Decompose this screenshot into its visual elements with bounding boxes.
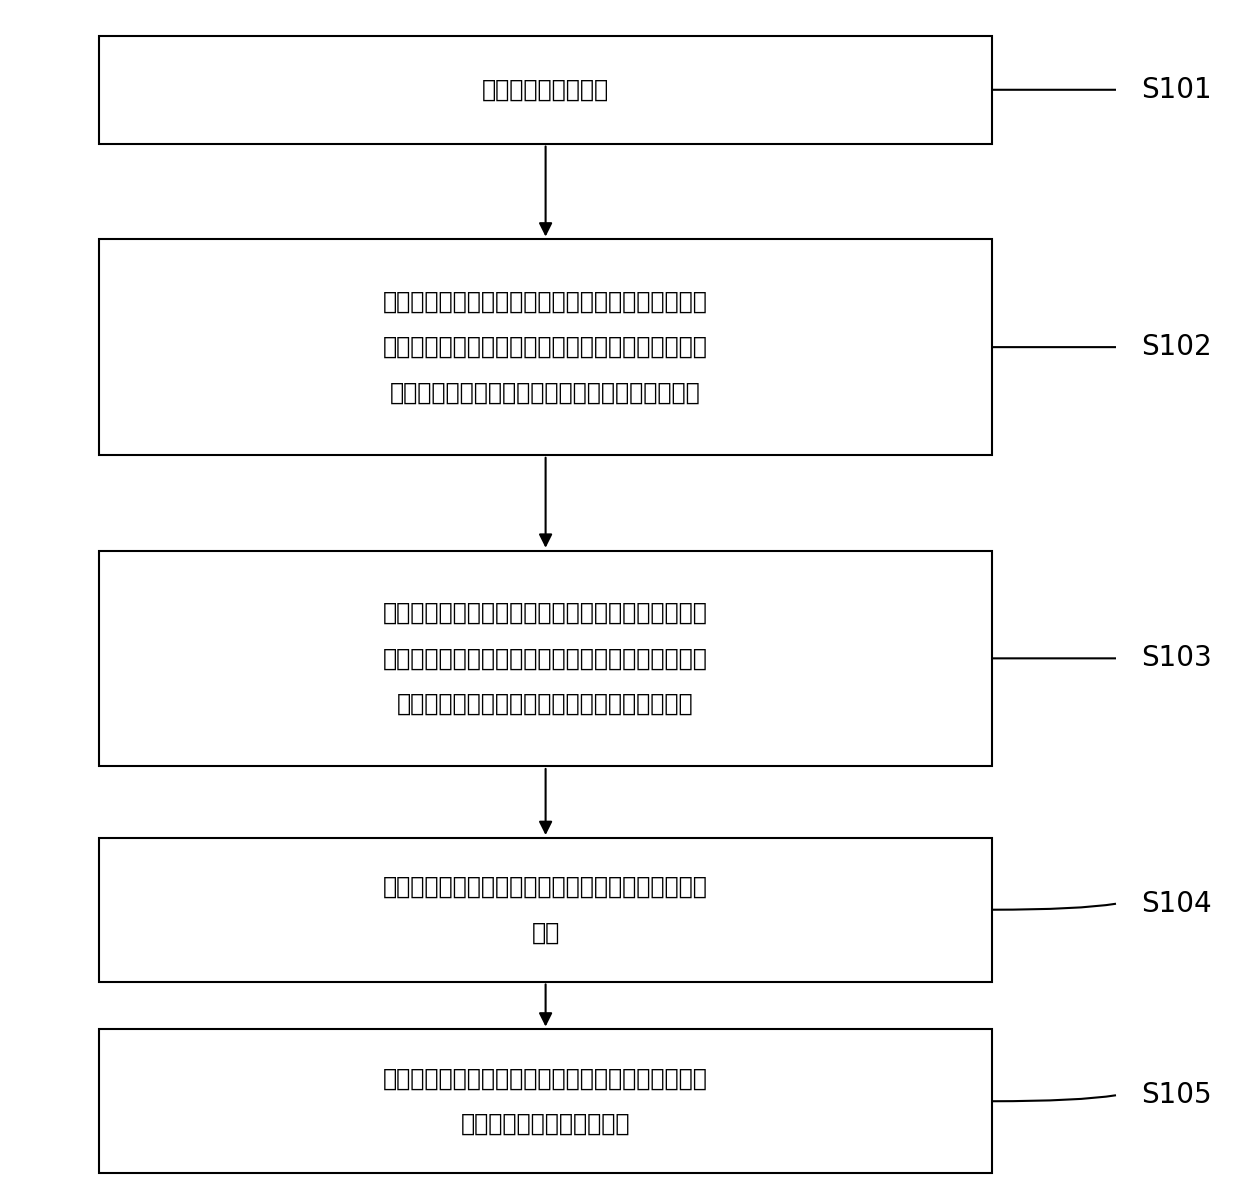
Text: 对所述振动波形字典进行包络解调处理，得到包络解: 对所述振动波形字典进行包络解调处理，得到包络解 xyxy=(383,875,708,899)
Text: 采集轴承的振动信号: 采集轴承的振动信号 xyxy=(482,78,609,102)
Text: 的信号段，每个信号段包含至少一个冲击衰减信号: 的信号段，每个信号段包含至少一个冲击衰减信号 xyxy=(391,381,701,405)
Text: 调谱: 调谱 xyxy=(532,920,559,944)
Text: 相关字典学习，得到振动波形字典，所述振动波形字: 相关字典学习，得到振动波形字典，所述振动波形字 xyxy=(383,646,708,670)
Text: S104: S104 xyxy=(1141,889,1211,918)
Text: S105: S105 xyxy=(1141,1081,1211,1110)
Text: 根据所述包络解调谱中显示的轴承故障特征频率，确: 根据所述包络解调谱中显示的轴承故障特征频率，确 xyxy=(383,1067,708,1090)
FancyBboxPatch shape xyxy=(99,36,992,144)
FancyBboxPatch shape xyxy=(99,551,992,766)
Text: S103: S103 xyxy=(1141,644,1211,673)
FancyBboxPatch shape xyxy=(99,838,992,982)
Text: 本集合；其中，所述字典学习样本集合包括划分得到: 本集合；其中，所述字典学习样本集合包括划分得到 xyxy=(383,335,708,359)
Text: 典由经过所述非相关字典学习的各个信号段组成: 典由经过所述非相关字典学习的各个信号段组成 xyxy=(397,692,694,716)
FancyBboxPatch shape xyxy=(99,1029,992,1173)
Text: 对所述字典学习样本集合中的各个信号段分别进行非: 对所述字典学习样本集合中的各个信号段分别进行非 xyxy=(383,601,708,625)
Text: 定所述轴承的故障检测结果: 定所述轴承的故障检测结果 xyxy=(461,1112,630,1136)
FancyBboxPatch shape xyxy=(99,239,992,455)
Text: 对所述振动信号进行信号段的划分，得到字典学习样: 对所述振动信号进行信号段的划分，得到字典学习样 xyxy=(383,290,708,314)
Text: S102: S102 xyxy=(1141,333,1211,361)
Text: S101: S101 xyxy=(1141,75,1211,104)
